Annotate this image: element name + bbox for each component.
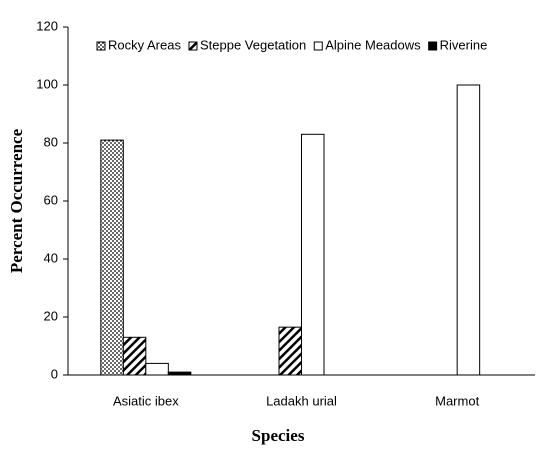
bar — [100, 139, 124, 376]
bar — [122, 336, 147, 376]
y-tick-label: 60 — [44, 192, 58, 207]
bar — [278, 326, 302, 376]
y-tick-label: 100 — [36, 76, 58, 91]
x-tick-label: Asiatic ibex — [113, 393, 179, 408]
legend-swatch — [188, 41, 198, 51]
y-tick-label: 20 — [44, 308, 58, 323]
legend-swatch — [96, 41, 106, 51]
bar — [301, 133, 325, 376]
y-tick-label: 0 — [51, 366, 58, 381]
bar — [145, 362, 169, 376]
legend-swatch — [313, 41, 323, 51]
x-tick-label: Ladakh urial — [266, 393, 337, 408]
y-tick-label: 40 — [44, 250, 58, 265]
legend-label: Alpine Meadows — [325, 37, 421, 52]
y-tick-label: 80 — [44, 134, 58, 149]
y-axis-title: Percent Occurrence — [7, 128, 26, 273]
x-axis-title: Species — [252, 426, 305, 445]
legend-label: Steppe Vegetation — [200, 37, 306, 52]
bar — [456, 84, 481, 376]
y-tick-label: 120 — [36, 18, 58, 33]
x-tick-label: Marmot — [435, 393, 479, 408]
legend-swatch — [428, 41, 438, 51]
bar — [167, 371, 192, 376]
legend-label: Riverine — [440, 37, 488, 52]
legend-label: Rocky Areas — [108, 37, 181, 52]
